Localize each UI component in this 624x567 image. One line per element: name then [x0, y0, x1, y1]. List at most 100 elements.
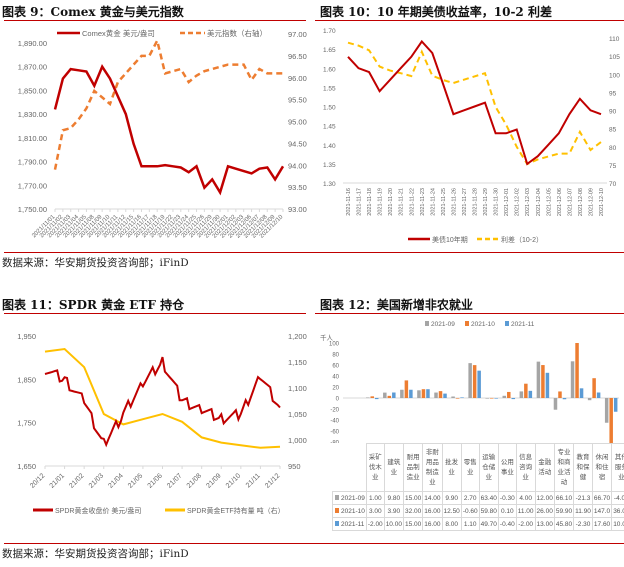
svg-text:20/12: 20/12	[29, 472, 46, 489]
chart10-title: 图表 10：10 年期美债收益率，10-2 利差	[320, 5, 552, 19]
table-header-cell: 教育和保健	[573, 443, 593, 492]
svg-text:SPDR黄金收盘价 美元/盎司: SPDR黄金收盘价 美元/盎司	[55, 506, 141, 515]
svg-text:2021-12-03: 2021-12-03	[525, 188, 531, 216]
svg-text:21/04: 21/04	[107, 472, 124, 489]
svg-text:千人: 千人	[320, 333, 334, 342]
svg-text:2021-12-06: 2021-12-06	[557, 188, 563, 216]
bar	[511, 398, 516, 400]
chart11-title-rule	[4, 313, 306, 314]
bar	[541, 365, 545, 398]
svg-text:1,000: 1,000	[288, 436, 307, 445]
svg-text:85: 85	[609, 127, 617, 134]
svg-text:2021-11-26: 2021-11-26	[451, 188, 457, 216]
svg-text:-60: -60	[330, 430, 339, 436]
svg-text:2021-12-10: 2021-12-10	[599, 188, 605, 216]
svg-text:SPDR黄金ETF持有量 吨（右）: SPDR黄金ETF持有量 吨（右）	[187, 506, 285, 515]
svg-text:100: 100	[329, 342, 340, 348]
svg-text:-80: -80	[330, 441, 339, 444]
svg-text:97.00: 97.00	[288, 30, 307, 39]
chart12-data-table: 采矿伐木业 建筑业 耐用品制造业 非耐用品制造业 批发业 零售业 运输仓储业 公用事业 信息咨询…	[332, 443, 624, 531]
bar	[485, 398, 489, 399]
svg-text:1,200: 1,200	[288, 332, 307, 341]
svg-text:1,750.00: 1,750.00	[18, 205, 47, 214]
bar	[570, 361, 575, 398]
svg-text:2021-11-21: 2021-11-21	[399, 188, 405, 216]
chart10-treasury-yield: 1.70 1.65 1.60 1.55 1.50 1.45 1.40 1.35 1.30 110 1…	[323, 28, 620, 244]
row2-bottom-rule	[4, 543, 624, 544]
table-header-cell: 耐用品制造业	[402, 443, 424, 492]
svg-text:21/08: 21/08	[186, 472, 203, 489]
svg-text:80: 80	[332, 353, 339, 359]
chart11-title: 图表 11：SPDR 黄金 ETF 持仓	[2, 298, 185, 312]
svg-text:2021-11-25: 2021-11-25	[441, 188, 447, 216]
svg-text:1.40: 1.40	[323, 143, 336, 150]
svg-text:1,890.00: 1,890.00	[18, 39, 47, 48]
table-header-cell: 零售业	[460, 443, 480, 492]
svg-text:2021-11-30: 2021-11-30	[494, 188, 500, 216]
svg-text:2021-12-02: 2021-12-02	[515, 188, 521, 216]
bar	[472, 365, 477, 398]
bar	[575, 343, 579, 398]
table-header-cell: 休闲和住宿	[591, 443, 613, 492]
bar	[579, 388, 584, 398]
svg-text:40: 40	[332, 375, 339, 381]
bar	[609, 398, 613, 443]
svg-text:2021-10: 2021-10	[471, 321, 495, 328]
svg-text:96.00: 96.00	[288, 74, 307, 83]
table-header-cell: 批发业	[441, 443, 462, 492]
svg-text:21/10: 21/10	[225, 472, 242, 489]
bar	[455, 398, 460, 399]
svg-text:1.35: 1.35	[323, 162, 336, 169]
svg-text:利差（10-2）: 利差（10-2）	[501, 235, 543, 244]
bar	[366, 397, 370, 399]
svg-text:2021-11-22: 2021-11-22	[409, 188, 415, 216]
bar	[524, 383, 528, 398]
bar	[536, 361, 541, 398]
svg-text:1,850: 1,850	[17, 375, 36, 384]
svg-text:1,950: 1,950	[17, 332, 36, 341]
svg-text:21/03: 21/03	[88, 472, 105, 489]
bar	[587, 398, 592, 401]
row1-data-source: 数据来源：华安期货投资咨询部；iFinD	[2, 257, 189, 269]
svg-text:2021-11: 2021-11	[511, 321, 535, 328]
svg-text:21/11: 21/11	[245, 472, 262, 489]
table-row: 2021-10 3.00 3.90 32.00 16.00 12.50 -0.60 59.80…	[332, 504, 624, 518]
svg-text:1,100: 1,100	[288, 384, 307, 393]
svg-text:2021-11-24: 2021-11-24	[430, 188, 436, 216]
svg-text:1,850.00: 1,850.00	[18, 86, 47, 95]
svg-text:95.50: 95.50	[288, 96, 307, 105]
bar	[460, 397, 464, 398]
svg-text:1.70: 1.70	[323, 28, 336, 35]
table-header-cell: 其他服务业	[611, 443, 624, 492]
svg-text:21/05: 21/05	[127, 472, 144, 489]
bar	[545, 372, 550, 398]
bar	[519, 391, 524, 398]
bar	[502, 395, 507, 398]
comex-gold-line	[53, 64, 285, 196]
chart10-title-rule	[315, 20, 624, 21]
svg-text:90: 90	[609, 109, 617, 116]
bar	[477, 370, 481, 398]
table-row: 2021-09 1.00 9.80 15.00 14.00 9.90 2.70 63.40 -0…	[332, 491, 624, 505]
svg-text:2021-11-19: 2021-11-19	[378, 188, 384, 216]
svg-text:93.00: 93.00	[288, 205, 307, 214]
table-header-cell: 非耐用品制造业	[422, 443, 443, 492]
svg-text:70: 70	[609, 181, 617, 188]
svg-text:60: 60	[332, 364, 339, 370]
svg-text:95: 95	[609, 90, 617, 97]
svg-text:80: 80	[609, 145, 617, 152]
svg-text:2021-12-09: 2021-12-09	[588, 188, 594, 216]
spdr-holdings-line	[44, 347, 281, 449]
chart9-title: 图表 9：Comex 黄金与美元指数	[2, 5, 184, 19]
bar	[443, 393, 447, 398]
svg-text:1,770.00: 1,770.00	[18, 181, 47, 190]
chart12-title-rule	[315, 313, 624, 314]
svg-text:75: 75	[609, 163, 617, 170]
bar	[409, 389, 413, 398]
svg-text:100: 100	[609, 72, 620, 79]
svg-text:2021-11-27: 2021-11-27	[462, 188, 468, 216]
bar	[613, 398, 618, 412]
svg-text:0: 0	[336, 397, 340, 403]
svg-text:1,810.00: 1,810.00	[18, 134, 47, 143]
